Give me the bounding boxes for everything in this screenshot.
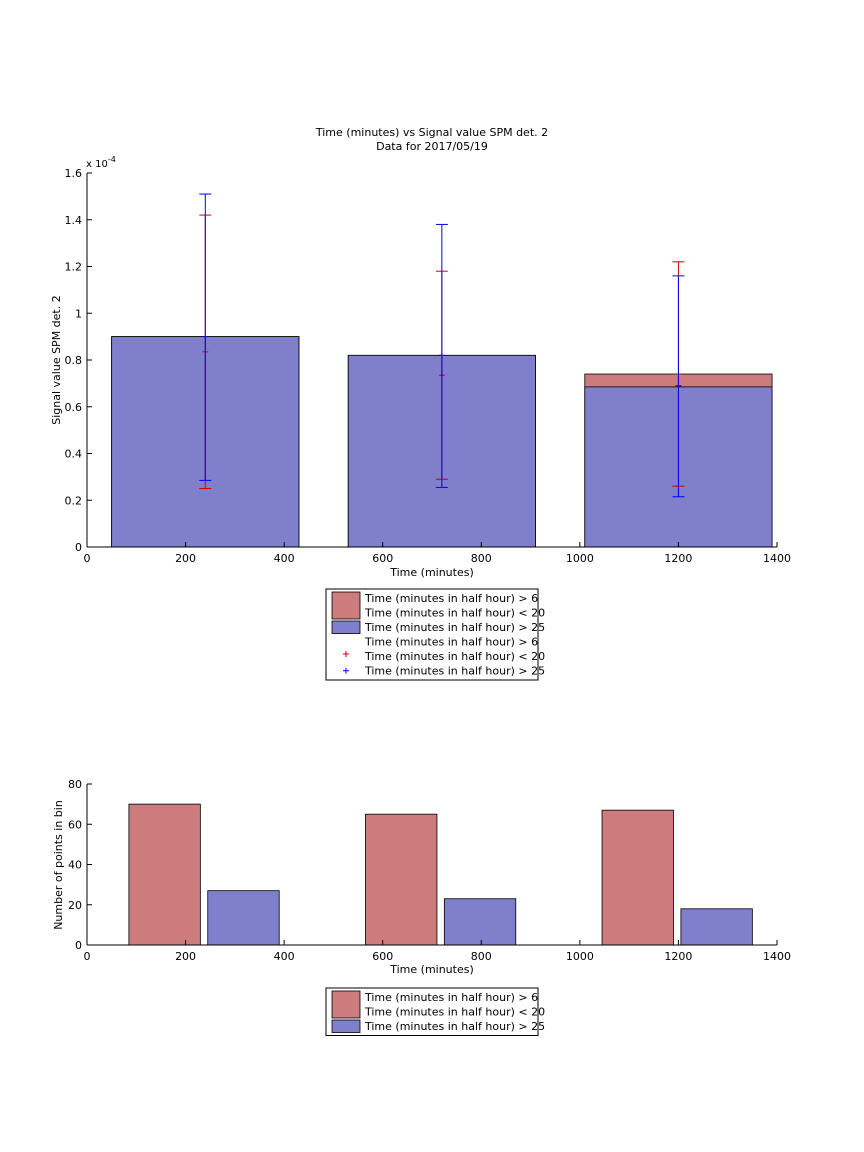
- x-tick-label: 600: [372, 552, 393, 565]
- bar-red: [128, 803, 201, 946]
- y-tick-label: 1.4: [65, 214, 83, 227]
- y-tick-label: 0: [75, 541, 82, 554]
- chart-title: Time (minutes) vs Signal value SPM det. …: [315, 126, 548, 139]
- x-tick-label: 1400: [763, 950, 791, 963]
- y-tick-label: 0.2: [65, 494, 83, 507]
- x-axis-label: Time (minutes): [389, 566, 474, 579]
- legend-label: Time (minutes in half hour) > 25: [364, 1020, 545, 1033]
- legend-label: Time (minutes in half hour) > 25: [364, 665, 545, 678]
- x-tick-label: 200: [175, 552, 196, 565]
- legend-label: Time (minutes in half hour) > 6: [364, 636, 538, 649]
- y-exponent-label: x 10-4: [86, 155, 116, 170]
- legend-label: Time (minutes in half hour) > 6: [364, 592, 538, 605]
- x-tick-label: 1200: [664, 950, 692, 963]
- signal-chart: Time (minutes) vs Signal value SPM det. …: [50, 126, 791, 681]
- bar-blue: [207, 890, 280, 946]
- y-tick-label: 1.2: [65, 261, 83, 274]
- legend-box: [325, 987, 539, 1036]
- y-tick-label: 1: [75, 307, 82, 320]
- legend-label: Time (minutes in half hour) < 20: [364, 650, 545, 663]
- x-tick-label: 200: [175, 950, 196, 963]
- y-tick-label: 80: [68, 778, 82, 791]
- y-tick-label: 60: [68, 818, 82, 831]
- x-tick-label: 1200: [664, 552, 692, 565]
- x-tick-label: 600: [372, 950, 393, 963]
- x-tick-label: 800: [471, 552, 492, 565]
- legend-swatch: [331, 591, 361, 620]
- x-tick-label: 0: [84, 552, 91, 565]
- legend-label: Time (minutes in half hour) < 20: [364, 1006, 545, 1019]
- y-tick-label: 20: [68, 899, 82, 912]
- legend-label: Time (minutes in half hour) > 25: [364, 621, 545, 634]
- legend-label: Time (minutes in half hour) < 20: [364, 607, 545, 620]
- y-tick-label: 0.6: [65, 401, 83, 414]
- legend-box: [325, 588, 539, 681]
- bar-blue: [443, 898, 517, 946]
- legend: Time (minutes in half hour) > 6 Time (min…: [325, 987, 545, 1036]
- y-tick-label: 1.6: [65, 167, 83, 180]
- x-tick-label: 1000: [566, 950, 594, 963]
- x-tick-label: 0: [84, 950, 91, 963]
- count-chart: 0 200 400 600 800 1000 1200 1400 0 20 40 60 80 Time …: [52, 778, 791, 1036]
- legend-swatch: [331, 990, 361, 1019]
- y-tick-label: 0: [75, 939, 82, 952]
- chart-subtitle: Data for 2017/05/19: [376, 140, 488, 153]
- y-tick-label: 0.4: [65, 448, 83, 461]
- x-tick-label: 400: [274, 552, 295, 565]
- y-tick-label: 40: [68, 859, 82, 872]
- bar-red: [365, 813, 438, 946]
- bar-red: [601, 809, 674, 946]
- bar-blue: [680, 908, 753, 946]
- legend-swatch: [331, 620, 361, 634]
- y-axis-label: Signal value SPM det. 2: [50, 295, 63, 425]
- x-axis-label: Time (minutes): [389, 963, 474, 976]
- y-axis-label: Number of points in bin: [52, 800, 65, 930]
- x-tick-label: 1000: [566, 552, 594, 565]
- x-tick-label: 800: [471, 950, 492, 963]
- x-tick-label: 1400: [763, 552, 791, 565]
- legend-swatch: [331, 1019, 361, 1033]
- legend-label: Time (minutes in half hour) > 6: [364, 991, 538, 1004]
- y-tick-label: 0.8: [65, 354, 83, 367]
- x-tick-label: 400: [274, 950, 295, 963]
